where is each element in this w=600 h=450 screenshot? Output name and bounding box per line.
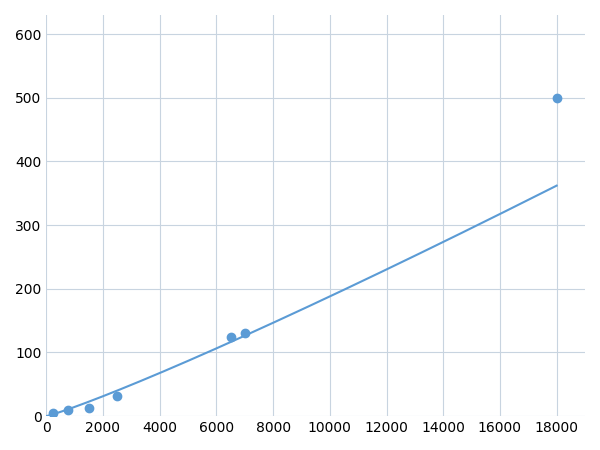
Point xyxy=(63,406,73,414)
Point xyxy=(49,410,58,417)
Point xyxy=(226,333,235,340)
Point xyxy=(112,392,122,399)
Point xyxy=(240,330,250,337)
Point xyxy=(552,94,562,101)
Point xyxy=(84,405,94,412)
